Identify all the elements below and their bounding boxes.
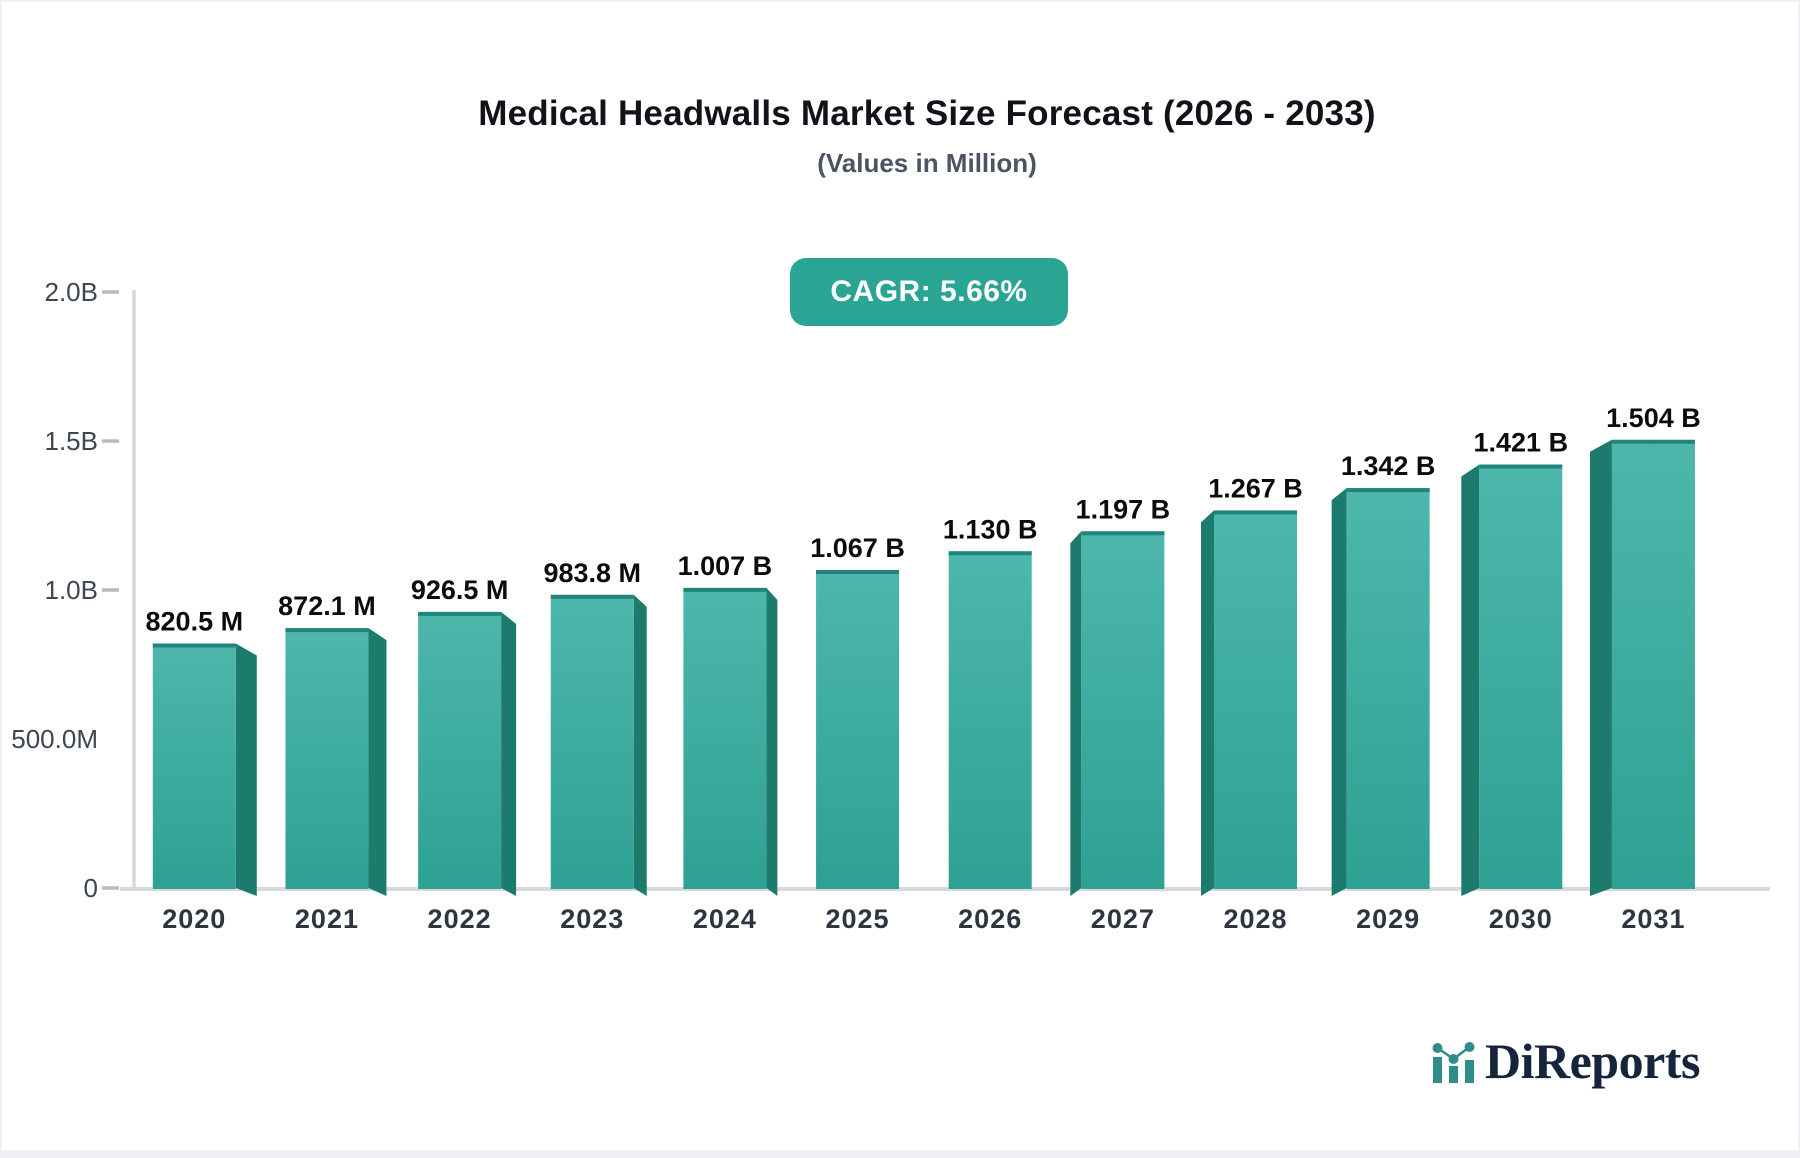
bar-value-label: 1.067 B: [810, 533, 905, 563]
bar-value-label: 1.342 B: [1341, 451, 1436, 481]
bar-2027: 1.197 B 2027: [1070, 494, 1170, 934]
y-axis-label: 500.0M: [11, 724, 98, 754]
bar-top-edge: [1081, 531, 1164, 535]
bar-front-face: [551, 595, 634, 889]
bar-2023: 983.8 M 2023: [543, 558, 646, 934]
x-tick-label: 2024: [693, 904, 757, 934]
x-tick-label: 2022: [428, 904, 492, 934]
bar-2031: 1.504 B 2031: [1590, 403, 1701, 934]
bar-side-face: [1590, 440, 1612, 896]
bar-2029: 1.342 B 2029: [1332, 451, 1436, 934]
x-tick-label: 2029: [1356, 904, 1420, 934]
bar-2028: 1.267 B 2028: [1201, 473, 1303, 934]
bar-top-edge: [949, 551, 1032, 555]
bar-side-face: [1461, 465, 1479, 896]
bar-front-face: [153, 643, 236, 889]
bar-2025: 1.067 B 2025: [810, 533, 905, 934]
bar-front-face: [1479, 465, 1562, 889]
x-tick-label: 2023: [560, 904, 624, 934]
x-tick-label: 2026: [958, 904, 1022, 934]
bar-front-face: [1612, 440, 1695, 889]
y-axis-label: 0: [84, 873, 98, 903]
bar-top-edge: [1612, 440, 1695, 444]
bar-top-edge: [418, 612, 501, 616]
bar-value-label: 1.197 B: [1076, 494, 1171, 524]
x-tick-label: 2027: [1091, 904, 1155, 934]
bar-front-face: [1347, 488, 1430, 889]
bar-front-face: [816, 570, 899, 889]
y-axis-label: 1.5B: [45, 426, 99, 456]
bar-value-label: 1.007 B: [678, 551, 773, 581]
bar-side-face: [1201, 510, 1214, 896]
bar-value-label: 872.1 M: [278, 591, 376, 621]
bar-front-face: [1081, 531, 1164, 889]
bar-value-label: 1.130 B: [943, 514, 1038, 544]
bar-side-face: [368, 628, 386, 896]
y-axis-label: 1.0B: [45, 575, 99, 605]
bar-front-face: [683, 588, 766, 889]
bar-top-edge: [1479, 465, 1562, 469]
x-tick-label: 2031: [1621, 904, 1685, 934]
bar-top-edge: [816, 570, 899, 574]
bar-value-label: 1.267 B: [1208, 473, 1303, 503]
bar-side-face: [766, 588, 777, 896]
bar-2030: 1.421 B 2030: [1461, 428, 1568, 934]
bar-2020: 820.5 M 2020: [146, 606, 257, 934]
bar-value-label: 820.5 M: [146, 606, 244, 636]
bar-2021: 872.1 M 2021: [278, 591, 386, 934]
x-tick-label: 2021: [295, 904, 359, 934]
bar-2026: 1.130 B 2026: [943, 514, 1038, 934]
bar-top-edge: [683, 588, 766, 592]
bar-top-edge: [153, 643, 236, 647]
x-tick-label: 2030: [1489, 904, 1553, 934]
bar-front-face: [285, 628, 368, 889]
bar-top-edge: [551, 595, 634, 599]
bar-top-edge: [1214, 510, 1297, 514]
y-axis-label: 2.0B: [45, 277, 99, 307]
bar-side-face: [501, 612, 516, 896]
bar-value-label: 983.8 M: [543, 558, 641, 588]
bar-top-edge: [285, 628, 368, 632]
bar-front-face: [418, 612, 501, 889]
x-tick-label: 2028: [1223, 904, 1287, 934]
bar-2024: 1.007 B 2024: [678, 551, 778, 934]
bar-side-face: [1332, 488, 1347, 896]
bar-value-label: 926.5 M: [411, 575, 509, 605]
x-tick-label: 2025: [826, 904, 890, 934]
bar-side-face: [1070, 531, 1081, 896]
bar-front-face: [1214, 510, 1297, 889]
bar-chart-trend-icon: [1430, 1037, 1478, 1085]
bar-front-face: [949, 551, 1032, 889]
bar-side-face: [634, 595, 647, 896]
bar-top-edge: [1347, 488, 1430, 492]
brand-logo: DiReports: [1430, 1032, 1700, 1090]
x-tick-label: 2020: [162, 904, 226, 934]
bar-value-label: 1.504 B: [1606, 403, 1701, 433]
bar-value-label: 1.421 B: [1474, 428, 1569, 458]
bar-2022: 926.5 M 2022: [411, 575, 516, 934]
bar-side-face: [236, 643, 257, 896]
brand-logo-text: DiReports: [1485, 1032, 1700, 1090]
